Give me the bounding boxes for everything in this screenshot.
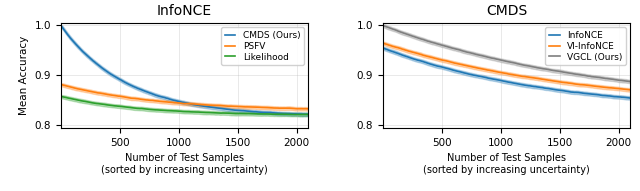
CMDS (Ours) — [58, 26, 66, 28]
PSFV — [191, 103, 199, 105]
InfoNCE — [621, 96, 628, 99]
VGCL (Ours) — [582, 74, 590, 77]
InfoNCE — [582, 92, 590, 95]
PSFV — [177, 102, 184, 104]
VI-InfoNCE — [513, 74, 521, 77]
Likelihood — [260, 113, 268, 115]
CMDS (Ours) — [260, 111, 268, 113]
VGCL (Ours) — [627, 80, 634, 83]
InfoNCE — [627, 97, 634, 99]
VGCL (Ours) — [499, 59, 506, 62]
Line: CMDS (Ours): CMDS (Ours) — [62, 27, 308, 114]
VI-InfoNCE — [380, 42, 388, 45]
Legend: CMDS (Ours), PSFV, Likelihood: CMDS (Ours), PSFV, Likelihood — [221, 28, 304, 65]
PSFV — [260, 106, 268, 109]
VI-InfoNCE — [627, 89, 634, 91]
InfoNCE — [499, 80, 506, 82]
Likelihood — [299, 113, 307, 116]
Line: VI-InfoNCE: VI-InfoNCE — [384, 43, 630, 90]
CMDS (Ours) — [205, 106, 212, 108]
VGCL (Ours) — [527, 65, 534, 68]
InfoNCE — [513, 83, 521, 85]
VGCL (Ours) — [380, 25, 388, 27]
Likelihood — [296, 113, 303, 116]
CMDS (Ours) — [299, 113, 307, 115]
Title: InfoNCE: InfoNCE — [157, 4, 212, 18]
Line: VGCL (Ours): VGCL (Ours) — [384, 26, 630, 82]
CMDS (Ours) — [177, 101, 184, 103]
Title: CMDS: CMDS — [486, 4, 527, 18]
InfoNCE — [380, 47, 388, 49]
VI-InfoNCE — [582, 84, 590, 86]
Likelihood — [177, 110, 184, 112]
X-axis label: Number of Test Samples
(sorted by increasing uncertainty): Number of Test Samples (sorted by increa… — [101, 153, 268, 175]
X-axis label: Number of Test Samples
(sorted by increasing uncertainty): Number of Test Samples (sorted by increa… — [423, 153, 590, 175]
PSFV — [205, 104, 212, 106]
PSFV — [58, 84, 66, 86]
VI-InfoNCE — [497, 71, 505, 74]
VI-InfoNCE — [499, 72, 506, 74]
InfoNCE — [497, 79, 505, 82]
PSFV — [299, 108, 307, 110]
VGCL (Ours) — [513, 62, 521, 65]
PSFV — [305, 108, 312, 110]
Likelihood — [191, 111, 199, 113]
Y-axis label: Mean Accuracy: Mean Accuracy — [19, 36, 29, 115]
VGCL (Ours) — [621, 80, 628, 82]
InfoNCE — [527, 85, 534, 87]
CMDS (Ours) — [175, 100, 183, 103]
Line: Likelihood: Likelihood — [62, 97, 308, 115]
Likelihood — [175, 110, 183, 112]
VGCL (Ours) — [497, 59, 505, 61]
PSFV — [175, 102, 183, 104]
Likelihood — [305, 113, 312, 116]
Line: InfoNCE: InfoNCE — [384, 48, 630, 98]
PSFV — [304, 108, 312, 110]
CMDS (Ours) — [305, 113, 312, 116]
Likelihood — [58, 96, 66, 98]
VI-InfoNCE — [527, 76, 534, 79]
VI-InfoNCE — [621, 88, 628, 91]
Line: PSFV: PSFV — [62, 85, 308, 109]
Legend: InfoNCE, VI-InfoNCE, VGCL (Ours): InfoNCE, VI-InfoNCE, VGCL (Ours) — [545, 28, 626, 65]
CMDS (Ours) — [191, 104, 199, 106]
Likelihood — [205, 111, 212, 114]
